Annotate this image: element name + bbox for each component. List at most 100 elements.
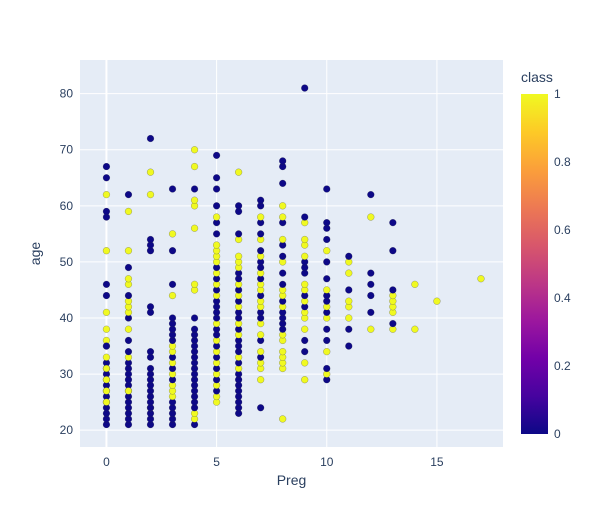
data-point: [257, 230, 265, 238]
colorbar-tick-label: 0.6: [554, 223, 571, 237]
data-point: [301, 325, 309, 333]
data-point: [433, 297, 441, 305]
data-point: [367, 213, 375, 221]
data-point: [168, 230, 177, 238]
y-tick-label: 40: [60, 311, 74, 325]
data-point: [168, 280, 177, 288]
colorbar-tick-label: 0.2: [554, 359, 571, 373]
data-point: [279, 157, 287, 165]
colorbar-tick-label: 0.8: [554, 155, 571, 169]
data-point: [124, 291, 133, 300]
data-point: [389, 219, 397, 227]
x-tick-label: 10: [320, 455, 334, 469]
data-point: [168, 291, 177, 300]
data-point: [102, 247, 111, 255]
data-point: [102, 353, 111, 361]
data-point: [389, 247, 397, 255]
data-point: [102, 291, 111, 300]
data-point: [257, 247, 265, 255]
y-tick-labels: 20 30 40 50 60 70 80: [60, 87, 74, 438]
data-point: [168, 314, 177, 322]
data-point: [323, 336, 331, 345]
data-points: [102, 84, 485, 429]
data-point: [124, 263, 133, 272]
data-point: [345, 269, 353, 277]
x-tick-labels: 0 5 10 15: [103, 455, 444, 469]
data-point: [301, 376, 309, 384]
data-point: [345, 286, 353, 294]
data-point: [102, 342, 111, 350]
y-tick-label: 60: [60, 199, 74, 213]
data-point: [124, 387, 133, 395]
data-point: [323, 364, 331, 373]
data-point: [477, 275, 485, 283]
data-point: [124, 191, 133, 199]
colorbar-tick-label: 1: [554, 87, 561, 101]
data-point: [279, 348, 287, 356]
data-point: [279, 252, 287, 260]
data-point: [102, 325, 111, 333]
data-point: [190, 314, 199, 322]
colorbar-title: class: [521, 69, 553, 85]
x-tick-label: 5: [213, 455, 220, 469]
data-point: [146, 303, 155, 311]
data-point: [279, 202, 287, 210]
data-point: [235, 202, 243, 210]
data-point: [367, 308, 375, 316]
data-point: [367, 325, 375, 333]
data-point: [411, 325, 419, 333]
data-point: [367, 280, 375, 288]
data-point: [257, 404, 265, 412]
data-point: [102, 364, 111, 373]
data-point: [146, 235, 155, 244]
data-point: [301, 235, 309, 244]
data-point: [146, 134, 155, 143]
data-point: [279, 179, 287, 187]
data-point: [124, 207, 133, 216]
data-point: [168, 185, 177, 193]
y-axis-title: age: [27, 242, 43, 266]
data-point: [235, 230, 243, 238]
data-point: [257, 196, 265, 204]
data-point: [279, 235, 287, 244]
data-point: [102, 387, 111, 395]
data-point: [257, 213, 265, 221]
y-tick-label: 30: [60, 367, 74, 381]
data-point: [146, 168, 155, 176]
data-point: [102, 207, 111, 216]
data-point: [212, 151, 221, 159]
x-axis-title: Preg: [277, 472, 307, 488]
data-point: [190, 224, 199, 232]
x-tick-label: 15: [430, 455, 444, 469]
colorbar-tick-label: 0: [554, 427, 561, 441]
data-point: [190, 162, 199, 171]
data-point: [190, 280, 199, 288]
data-point: [212, 213, 221, 221]
data-point: [257, 348, 265, 356]
data-point: [168, 247, 177, 255]
data-point: [279, 213, 287, 221]
data-point: [301, 359, 309, 367]
data-point: [323, 219, 331, 227]
data-point: [102, 162, 111, 171]
data-point: [389, 286, 397, 294]
data-point: [301, 336, 309, 345]
colorbar: [521, 94, 548, 434]
data-point: [279, 280, 287, 288]
data-point: [323, 325, 331, 333]
data-point: [301, 213, 309, 221]
data-point: [367, 269, 375, 277]
data-point: [212, 241, 221, 249]
data-point: [345, 252, 353, 260]
data-point: [212, 174, 221, 182]
y-tick-label: 80: [60, 87, 74, 101]
data-point: [124, 336, 133, 345]
data-point: [279, 269, 287, 277]
data-point: [124, 348, 133, 356]
data-point: [102, 191, 111, 199]
data-point: [190, 185, 199, 193]
data-point: [235, 252, 243, 260]
data-point: [345, 314, 353, 322]
data-point: [367, 191, 375, 199]
